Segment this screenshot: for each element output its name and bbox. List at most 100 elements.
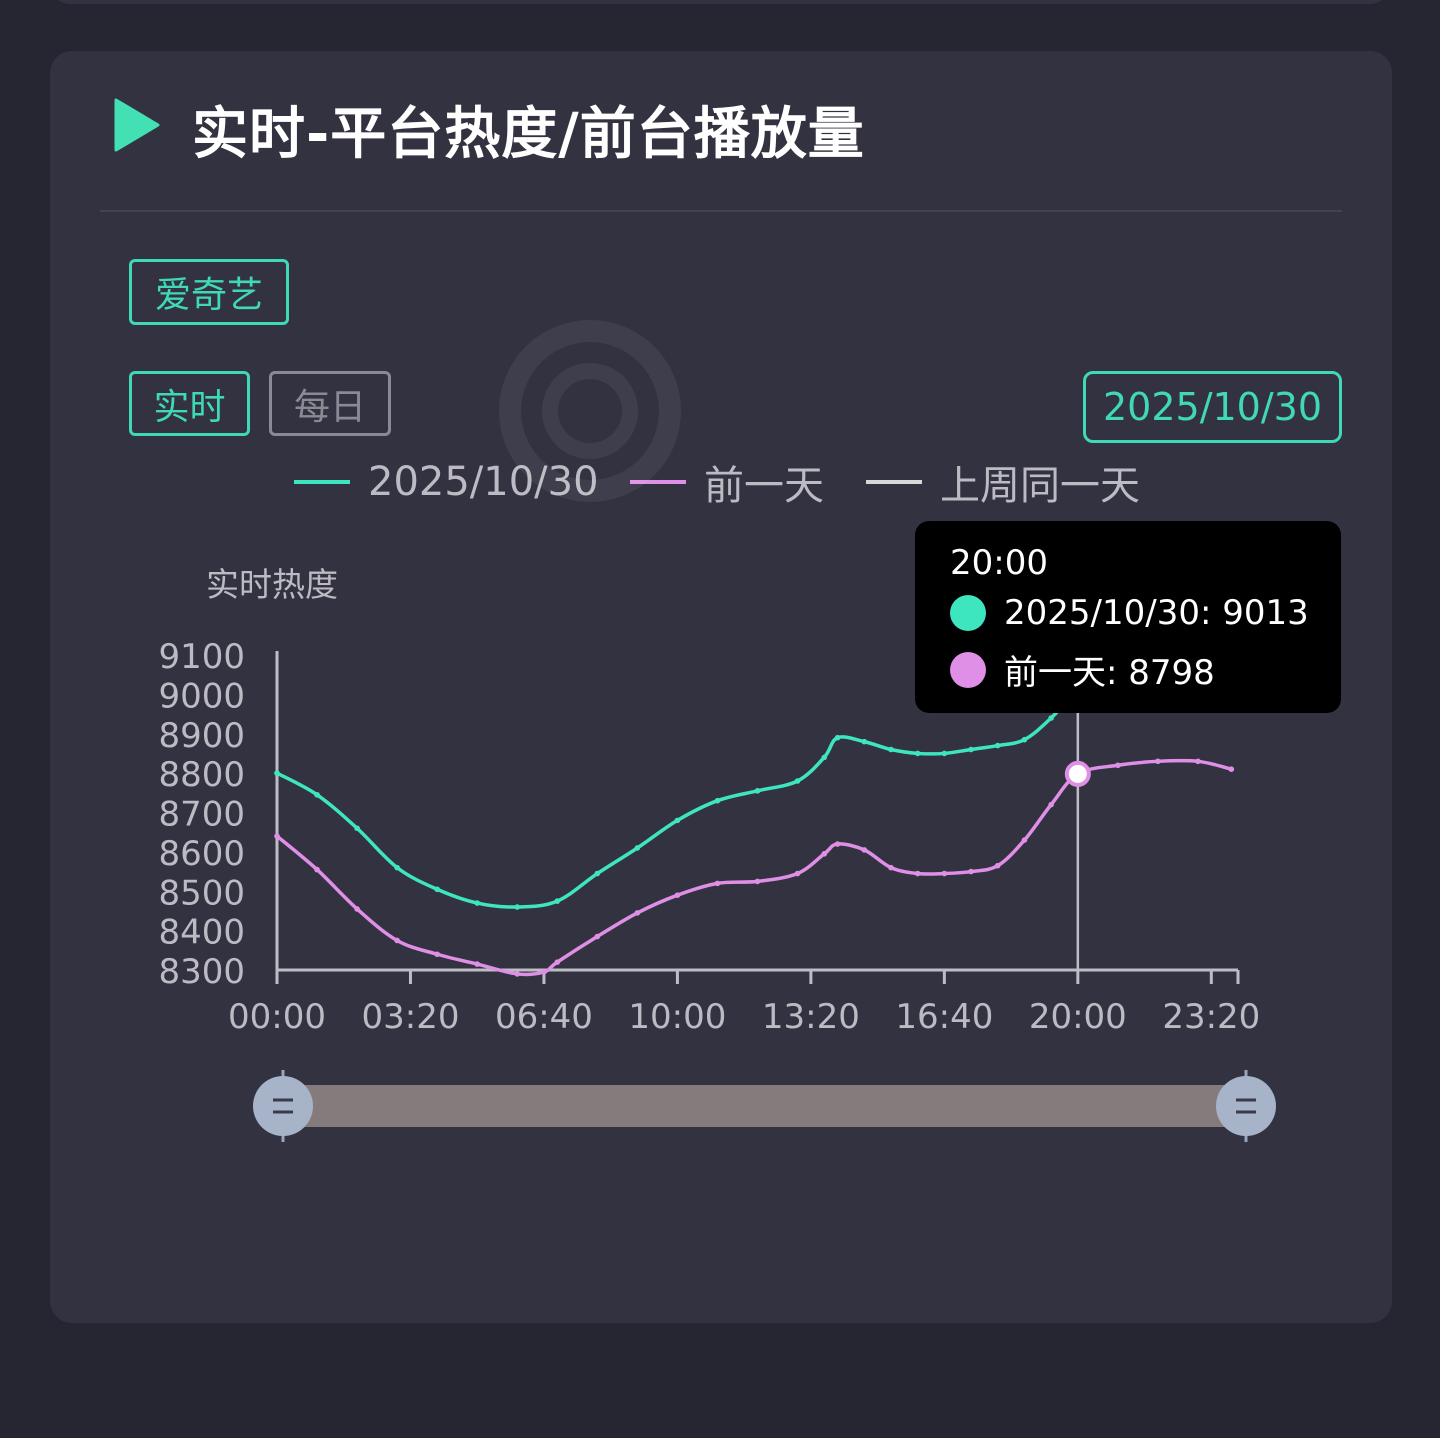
legend-line-today: [294, 480, 350, 484]
divider: [100, 210, 1342, 212]
data-point: [594, 933, 601, 940]
data-point: [554, 959, 561, 965]
tooltip-dot-today: [950, 595, 986, 631]
data-point: [941, 870, 948, 877]
data-point: [914, 750, 921, 757]
zoom-slider-track: [283, 1085, 1246, 1127]
x-tick-label: 16:40: [895, 997, 993, 1037]
x-tick-label: 00:00: [228, 997, 326, 1037]
tooltip-row-today: 2025/10/30: 9013: [950, 593, 1309, 633]
x-tick-label: 03:20: [361, 997, 459, 1037]
data-point: [754, 878, 761, 885]
y-tick-label: 9100: [158, 637, 245, 677]
legend-line-last-week: [866, 480, 922, 484]
legend-label-last-week: 上周同一天: [940, 463, 1140, 509]
data-point: [754, 788, 761, 794]
data-point: [1195, 758, 1201, 765]
play-icon: [114, 98, 160, 152]
x-tick-label: 13:20: [762, 997, 860, 1037]
date-picker-button[interactable]: 2025/10/30: [1083, 371, 1342, 443]
zoom-handle-right[interactable]: [1216, 1076, 1276, 1136]
data-point: [274, 833, 280, 839]
data-point: [1155, 758, 1161, 765]
zoom-handle-left[interactable]: [253, 1076, 313, 1136]
mode-button-daily[interactable]: 每日: [269, 371, 391, 436]
data-point: [914, 870, 921, 877]
data-point: [394, 864, 400, 871]
data-point: [794, 870, 801, 877]
legend-line-prev-day: [630, 480, 686, 484]
tooltip-time: 20:00: [950, 543, 1048, 583]
y-tick-label: 9000: [158, 676, 245, 716]
y-axis-label: 实时热度: [206, 565, 338, 604]
chart-tooltip: 20:00 2025/10/30: 9013 前一天: 8798: [915, 521, 1341, 713]
data-point: [514, 904, 521, 910]
highlight-point: [1064, 760, 1091, 787]
data-point: [541, 969, 547, 975]
page-title: 实时-平台热度/前台播放量: [192, 102, 865, 167]
data-point: [1228, 766, 1235, 772]
data-point: [434, 886, 440, 893]
data-point: [834, 841, 841, 847]
data-point: [1048, 715, 1054, 721]
x-tick-label: 20:00: [1029, 997, 1127, 1037]
y-tick-label: 8300: [158, 952, 245, 992]
data-point: [888, 746, 894, 753]
y-tick-label: 8400: [158, 913, 245, 953]
data-point: [674, 817, 681, 824]
mode-button-realtime[interactable]: 实时: [129, 371, 250, 436]
data-point: [354, 825, 360, 832]
data-point: [634, 910, 641, 916]
data-point: [554, 898, 561, 904]
x-tick-label: 23:20: [1162, 997, 1260, 1037]
y-tick-label: 8500: [158, 873, 245, 913]
y-tick-label: 8900: [158, 716, 245, 756]
legend-label-prev-day: 前一天: [704, 463, 824, 509]
data-point: [674, 892, 681, 898]
data-point: [354, 906, 360, 912]
data-point: [594, 870, 601, 877]
tooltip-row-prev-day: 前一天: 8798: [950, 645, 1215, 694]
legend-item-last-week[interactable]: 上周同一天: [866, 457, 1140, 509]
data-point: [834, 734, 841, 741]
data-point: [1021, 736, 1028, 743]
data-point: [861, 738, 868, 745]
x-tick-label: 06:40: [495, 997, 593, 1037]
data-point: [1115, 762, 1121, 769]
data-point: [274, 770, 280, 776]
data-point: [941, 750, 948, 757]
platform-button-iqiyi[interactable]: 爱奇艺: [129, 259, 289, 325]
tooltip-value-today: 2025/10/30: 9013: [1004, 593, 1309, 633]
y-tick-label: 8700: [158, 795, 245, 835]
data-point: [314, 866, 320, 873]
data-point: [821, 754, 828, 761]
data-point: [968, 746, 974, 753]
data-point: [714, 880, 721, 887]
data-point: [821, 851, 828, 857]
y-tick-label: 8800: [158, 755, 245, 795]
data-point: [394, 937, 400, 944]
data-point: [434, 951, 440, 958]
data-point: [888, 864, 894, 871]
data-point: [474, 961, 481, 967]
data-point: [968, 868, 974, 875]
data-point: [634, 845, 641, 851]
tooltip-value-prev-day: 前一天: 8798: [1004, 653, 1215, 693]
data-point: [994, 742, 1001, 749]
data-point: [1021, 837, 1028, 843]
x-tick-label: 10:00: [628, 997, 726, 1037]
previous-card: [50, 0, 1390, 4]
legend-item-today[interactable]: 2025/10/30: [294, 457, 599, 507]
chart-card: 实时-平台热度/前台播放量 爱奇艺 实时 每日 2025/10/30 2025/…: [50, 51, 1392, 1323]
data-point: [314, 791, 320, 798]
tooltip-dot-prev-day: [950, 651, 986, 688]
data-point: [1048, 801, 1054, 808]
legend-item-prev-day[interactable]: 前一天: [630, 457, 824, 509]
data-point: [861, 847, 868, 853]
data-point: [514, 971, 521, 977]
y-tick-label: 8600: [158, 834, 245, 874]
series-line-1: [275, 758, 1232, 977]
data-point: [794, 778, 801, 784]
legend-label-today: 2025/10/30: [368, 459, 599, 505]
